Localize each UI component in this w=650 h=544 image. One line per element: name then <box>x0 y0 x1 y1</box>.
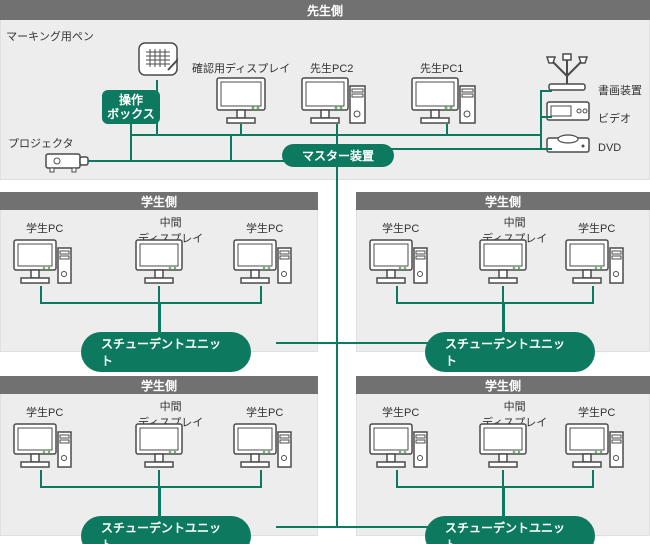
mid-display-icon <box>478 238 528 286</box>
student-header-label: 学生側 <box>141 377 177 394</box>
wire <box>159 302 161 332</box>
wire <box>130 134 158 136</box>
projector-icon <box>42 150 90 174</box>
student-pc-label: 学生PC <box>382 220 419 236</box>
wire <box>396 486 592 488</box>
wire <box>503 486 505 516</box>
wire <box>336 134 542 136</box>
diagram-canvas: 先生側 マーキング用ペン 確認用ディスプレイ 先生PC2 先生PC1 書画装置 … <box>0 0 650 544</box>
video-label: ビデオ <box>598 110 631 126</box>
teacher-pc1-label: 先生PC1 <box>420 60 463 76</box>
wire <box>374 148 542 150</box>
student-pc-icon <box>12 422 74 470</box>
wire <box>40 302 260 304</box>
wire <box>276 526 338 528</box>
teacher-pc2-icon <box>300 76 368 126</box>
wire <box>40 486 260 488</box>
student-header-label: 学生側 <box>485 193 521 210</box>
confirm-display-icon <box>215 76 267 126</box>
projector-label: プロジェクタ <box>8 135 74 151</box>
student-pc-label: 学生PC <box>26 220 63 236</box>
student-pc-label: 学生PC <box>26 404 63 420</box>
marking-pen-icon <box>138 42 178 80</box>
dvd-label: DVD <box>598 142 621 154</box>
teacher-header: 先生側 <box>0 0 650 20</box>
teacher-pc2-label: 先生PC2 <box>310 60 353 76</box>
student-pc-icon <box>232 422 294 470</box>
control-box-label: 操作 ボックス <box>107 93 155 122</box>
marking-pen-label: マーキング用ペン <box>0 28 100 44</box>
student-pc-label: 学生PC <box>246 220 283 236</box>
wire <box>159 486 161 516</box>
wire <box>336 342 438 344</box>
wire <box>336 526 438 528</box>
student-unit: スチューデントユニット <box>425 332 595 372</box>
student-pc-label: 学生PC <box>578 404 615 420</box>
student-header-label: 学生側 <box>485 377 521 394</box>
student-unit: スチューデントユニット <box>425 516 595 544</box>
teacher-pc1-icon <box>410 76 478 126</box>
student-pc-icon <box>368 238 430 286</box>
student-unit-label: スチューデントユニット <box>101 519 231 544</box>
wire <box>592 286 594 304</box>
wire <box>592 470 594 488</box>
student-unit: スチューデントユニット <box>81 332 251 372</box>
student-header-2: 学生側 <box>356 192 650 210</box>
wire <box>260 470 262 488</box>
confirm-display-label: 確認用ディスプレイ <box>192 60 290 76</box>
wire <box>130 160 284 162</box>
student-pc-label: 学生PC <box>578 220 615 236</box>
video-icon <box>545 100 591 122</box>
backbone <box>336 164 338 528</box>
student-pc-label: 学生PC <box>382 404 419 420</box>
wire <box>230 134 338 136</box>
wire <box>156 134 232 136</box>
student-header-3: 学生側 <box>0 376 318 394</box>
teacher-header-label: 先生側 <box>307 2 343 19</box>
dvd-icon <box>545 134 591 154</box>
student-pc-icon <box>232 238 294 286</box>
wire <box>88 160 132 162</box>
mid-display-icon <box>134 238 184 286</box>
doc-camera-label: 書画装置 <box>598 82 642 98</box>
wire <box>503 302 505 332</box>
student-pc-icon <box>564 238 626 286</box>
student-header-label: 学生側 <box>141 193 177 210</box>
wire <box>276 342 338 344</box>
student-unit-label: スチューデントユニット <box>101 335 231 369</box>
student-unit: スチューデントユニット <box>81 516 251 544</box>
wire <box>260 286 262 304</box>
wire <box>540 116 552 118</box>
student-pc-icon <box>368 422 430 470</box>
student-unit-label: スチューデントユニット <box>445 335 575 369</box>
wire <box>396 302 592 304</box>
mid-display-icon <box>134 422 184 470</box>
student-header-1: 学生側 <box>0 192 318 210</box>
student-unit-label: スチューデントユニット <box>445 519 575 544</box>
student-pc-label: 学生PC <box>246 404 283 420</box>
wire <box>540 90 552 92</box>
student-pc-icon <box>564 422 626 470</box>
wire <box>130 124 132 160</box>
wire <box>156 80 158 134</box>
master-device-label: マスター装置 <box>302 147 374 164</box>
mid-display-icon <box>478 422 528 470</box>
doc-camera-icon <box>543 52 591 92</box>
control-box-badge: 操作 ボックス <box>102 90 160 124</box>
student-pc-icon <box>12 238 74 286</box>
student-header-4: 学生側 <box>356 376 650 394</box>
wire <box>230 134 232 162</box>
wire <box>540 90 542 150</box>
